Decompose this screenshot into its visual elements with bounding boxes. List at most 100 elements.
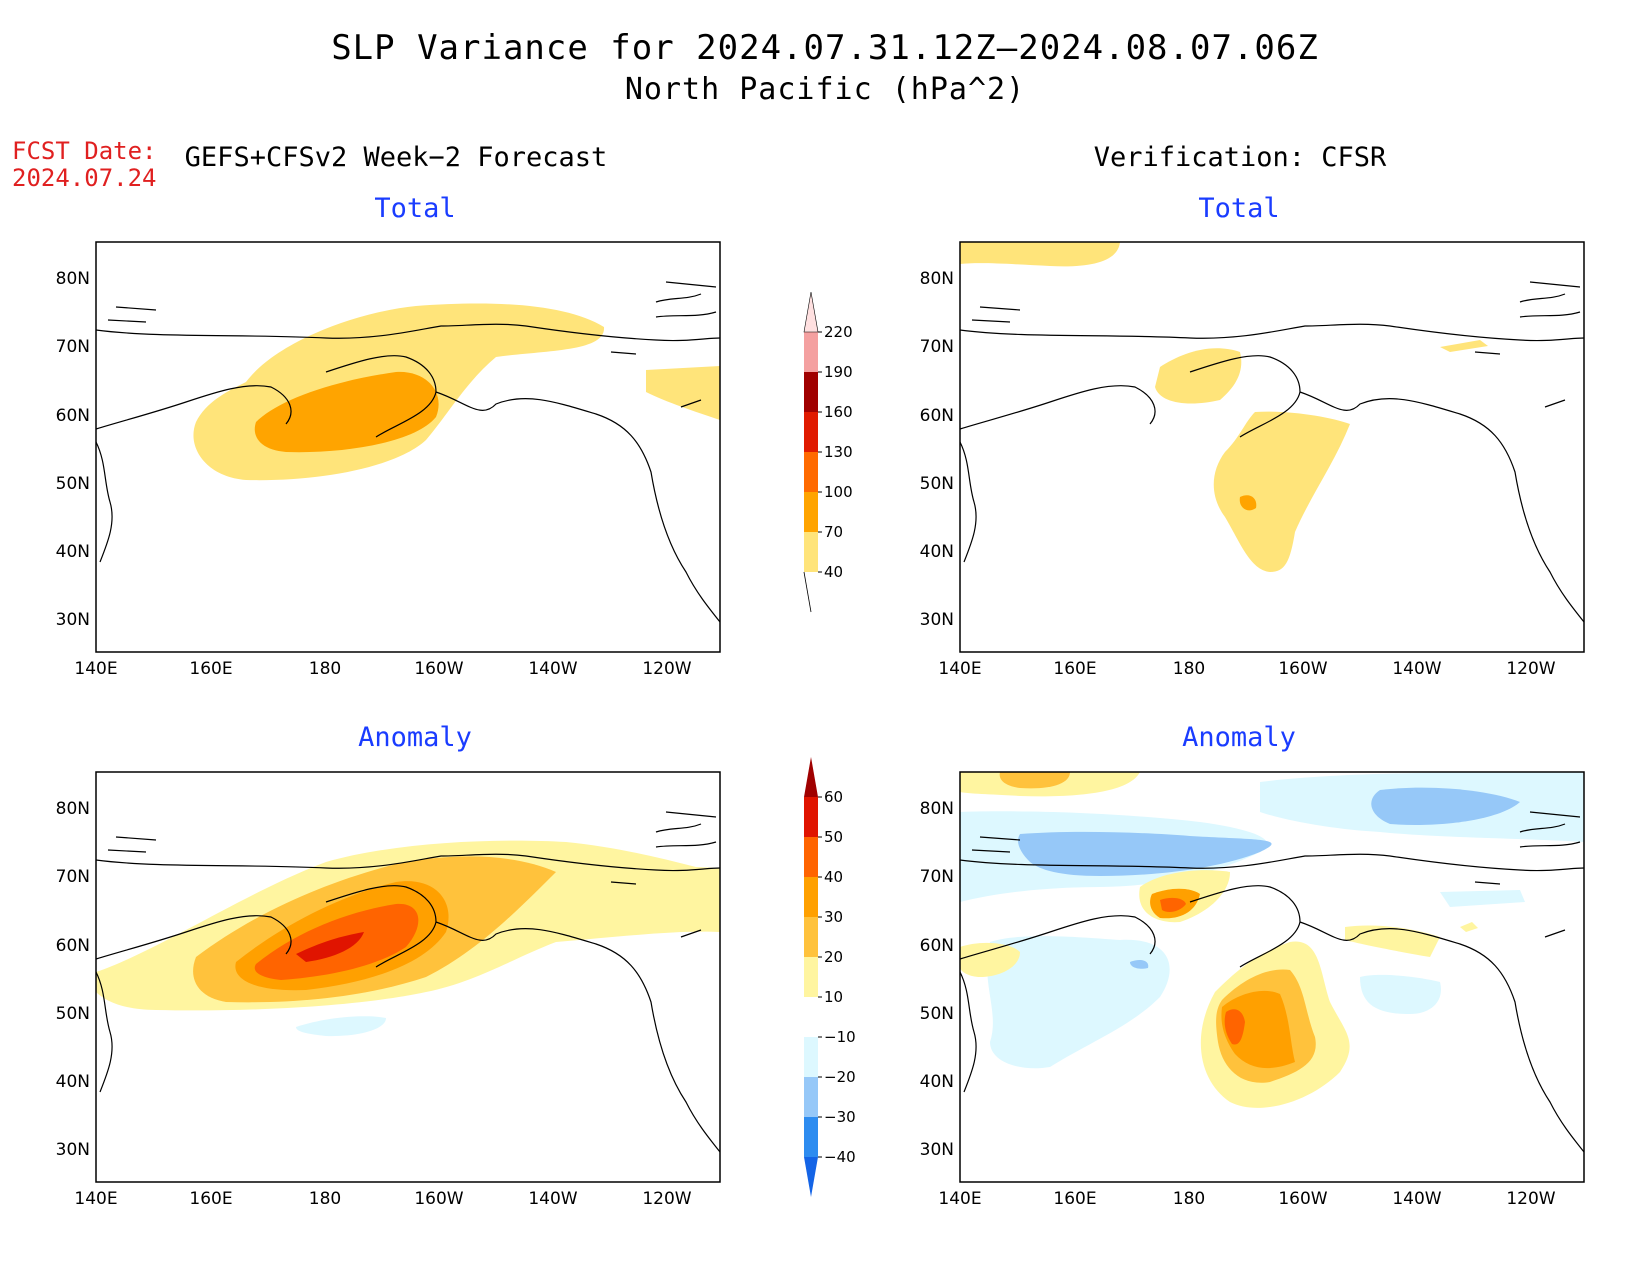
colorbar-total-label: 160 <box>824 403 853 421</box>
lon-label-160e: 160E <box>189 659 232 678</box>
lon-label-180: 180 <box>309 1189 341 1208</box>
map-verification-anomaly: 80N 70N 60N 50N 40N 30N 140E 160E 180 16… <box>904 768 1594 1208</box>
figure-title: SLP Variance for 2024.07.31.12Z–2024.08.… <box>331 28 1319 68</box>
colorbar-total-label: 100 <box>824 483 853 501</box>
lat-label-70n: 70N <box>56 867 90 887</box>
lon-label-120w: 120W <box>642 659 691 678</box>
colorbar-anomaly-box-7 <box>804 837 818 877</box>
lon-label-160w: 160W <box>414 1189 463 1208</box>
lat-label-40n: 40N <box>56 542 90 562</box>
figure-subtitle: North Pacific (hPa^2) <box>624 72 1026 107</box>
lat-label-50n: 50N <box>56 1004 90 1024</box>
panel-label-fc-total: Total <box>374 193 456 224</box>
coastlines <box>95 811 721 1153</box>
lat-label-60n: 60N <box>56 406 90 426</box>
lon-label-160w: 160W <box>414 659 463 678</box>
colorbar-anomaly-boxes <box>804 757 818 1197</box>
lon-label-140e: 140E <box>938 659 981 678</box>
colorbar-anomaly-label: 20 <box>824 948 843 966</box>
lon-label-140e: 140E <box>74 659 117 678</box>
lat-label-40n: 40N <box>920 1072 954 1092</box>
lon-label-140w: 140W <box>1392 659 1441 678</box>
colorbar-anomaly-label: −30 <box>824 1108 856 1126</box>
right-column-title: Verification: CFSR <box>1093 142 1387 173</box>
colorbar-total-label: 190 <box>824 363 853 381</box>
lat-label-60n: 60N <box>56 936 90 956</box>
lat-label-30n: 30N <box>56 610 90 630</box>
colorbar-anomaly-label: 60 <box>824 788 843 806</box>
lat-label-80n: 80N <box>56 269 90 289</box>
map-frame <box>959 241 1585 653</box>
lon-label-120w: 120W <box>1506 659 1555 678</box>
lat-label-50n: 50N <box>920 1004 954 1024</box>
lat-label-30n: 30N <box>920 610 954 630</box>
colorbar-total-box-1 <box>804 492 818 532</box>
lon-label-140e: 140E <box>74 1189 117 1208</box>
colorbar-anomaly-box-8 <box>804 797 818 837</box>
lon-axis: 140E 160E 180 160W 140W 120W <box>74 659 691 678</box>
colorbar-anomaly-box-5 <box>804 917 818 957</box>
lon-axis: 140E 160E 180 160W 140W 120W <box>74 1189 691 1208</box>
lon-label-140e: 140E <box>938 1189 981 1208</box>
left-column-title: GEFS+CFSv2 Week−2 Forecast <box>184 142 608 173</box>
colorbar-total-box-4 <box>804 372 818 412</box>
lon-label-140w: 140W <box>1392 1189 1441 1208</box>
colorbar-total-box-0 <box>804 532 818 572</box>
lat-label-50n: 50N <box>920 474 954 494</box>
colorbar-total-label: 40 <box>824 563 843 581</box>
colorbar-total-box-2 <box>804 452 818 492</box>
colorbar-anomaly-box-0 <box>804 1117 818 1157</box>
colorbar-total-box-3 <box>804 412 818 452</box>
colorbar-anomaly-box-6 <box>804 877 818 917</box>
colorbar-total-boxes <box>803 291 819 613</box>
lon-label-160e: 160E <box>189 1189 232 1208</box>
lat-label-70n: 70N <box>920 337 954 357</box>
lat-label-80n: 80N <box>920 799 954 819</box>
lat-label-80n: 80N <box>920 269 954 289</box>
colorbar-total-bottom-tail <box>803 571 812 613</box>
colorbar-total: 40 70 100 130 160 190 220 <box>803 291 853 613</box>
lon-label-160e: 160E <box>1053 659 1096 678</box>
shading <box>96 840 720 1037</box>
colorbar-anomaly-label: 50 <box>824 828 843 846</box>
panel-label-ver-total: Total <box>1198 193 1280 224</box>
shading <box>960 242 1488 572</box>
panel-label-ver-anom: Anomaly <box>1182 722 1296 753</box>
lon-label-140w: 140W <box>528 659 577 678</box>
colorbar-anomaly-label: −10 <box>824 1028 856 1046</box>
coastlines <box>95 281 721 623</box>
lat-label-30n: 30N <box>56 1140 90 1160</box>
lat-label-60n: 60N <box>920 406 954 426</box>
colorbar-total-label: 220 <box>824 323 853 341</box>
coastlines <box>959 811 1585 1153</box>
panel-label-fc-anom: Anomaly <box>358 722 472 753</box>
colorbar-anomaly-label: −40 <box>824 1148 856 1166</box>
colorbar-anomaly-label: 10 <box>824 988 843 1006</box>
lon-label-120w: 120W <box>1506 1189 1555 1208</box>
lat-axis: 80N 70N 60N 50N 40N 30N <box>920 269 954 630</box>
colorbar-anomaly-box-2 <box>804 1037 818 1077</box>
lat-label-40n: 40N <box>920 542 954 562</box>
lon-label-160w: 160W <box>1278 1189 1327 1208</box>
lon-axis: 140E 160E 180 160W 140W 120W <box>938 659 1555 678</box>
colorbar-total-box-5 <box>804 332 818 372</box>
lat-label-80n: 80N <box>56 799 90 819</box>
colorbar-total-label: 130 <box>824 443 853 461</box>
lat-label-40n: 40N <box>56 1072 90 1092</box>
colorbar-anomaly-box-1 <box>804 1077 818 1117</box>
lon-label-180: 180 <box>309 659 341 678</box>
lat-label-70n: 70N <box>56 337 90 357</box>
lon-label-160w: 160W <box>1278 659 1327 678</box>
map-verification-total: 80N 70N 60N 50N 40N 30N 140E 160E 180 16… <box>904 238 1594 678</box>
lon-label-180: 180 <box>1173 659 1205 678</box>
lon-label-140w: 140W <box>528 1189 577 1208</box>
colorbar-anomaly-bottom-arrow <box>804 1157 818 1197</box>
lon-axis: 140E 160E 180 160W 140W 120W <box>938 1189 1555 1208</box>
lat-axis: 80N 70N 60N 50N 40N 30N <box>56 269 90 630</box>
colorbar-anomaly-box-4 <box>804 957 818 997</box>
colorbar-anomaly-labels: −40 −30 −20 −10 10 20 30 40 50 60 <box>818 788 856 1166</box>
lon-label-180: 180 <box>1173 1189 1205 1208</box>
colorbar-total-top-arrow <box>803 291 819 333</box>
fcst-date-value: 2024.07.24 <box>12 164 157 192</box>
colorbar-total-label: 70 <box>824 523 843 541</box>
